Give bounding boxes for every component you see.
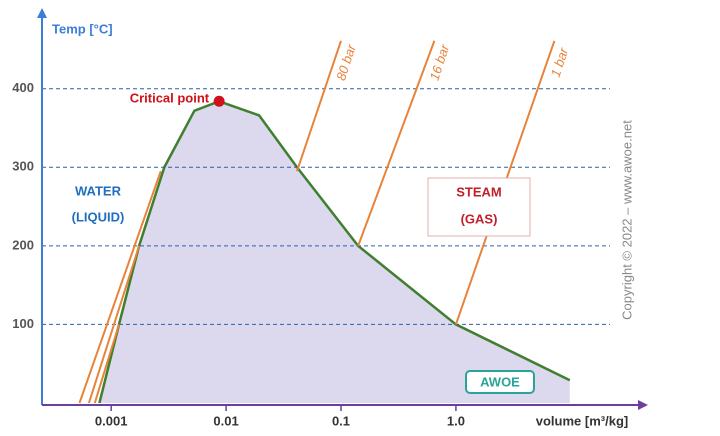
logo: AWOE [480,374,520,389]
logo-box [465,370,535,394]
dome-group [98,99,571,404]
y-axis-title: Temp [°C] [52,21,113,36]
isobar [87,40,436,404]
y-tick-label: 400 [12,80,34,95]
liquid-label: (LIQUID) [72,209,125,224]
critical-point-label: Critical point [130,91,210,106]
gas-label: (GAS) [461,211,498,226]
isobar-label: 16 bar [427,42,453,82]
x-tick-label: 0.1 [332,413,350,428]
x-axis-arrow [638,400,648,410]
y-tick-label: 100 [12,316,34,331]
grid-group [42,88,610,325]
x-tick-label: 1.0 [447,413,465,428]
x-tick-label: 0.01 [213,413,238,428]
x-axis-title: volume [m³/kg] [536,413,628,428]
critical-point [213,95,225,107]
copyright: Copyright © 2022 – www.awoe.net [619,120,634,320]
dome-fill [99,101,570,404]
y-axis-arrow [37,8,47,18]
liquid-label: WATER [75,183,122,198]
gas-box [427,177,531,237]
isobar [78,40,342,404]
y-tick-label: 200 [12,237,34,252]
x-tick-label: 0.001 [95,413,128,428]
y-tick-label: 300 [12,159,34,174]
gas-label: STEAM [456,184,502,199]
isobar-label: 80 bar [333,42,359,82]
